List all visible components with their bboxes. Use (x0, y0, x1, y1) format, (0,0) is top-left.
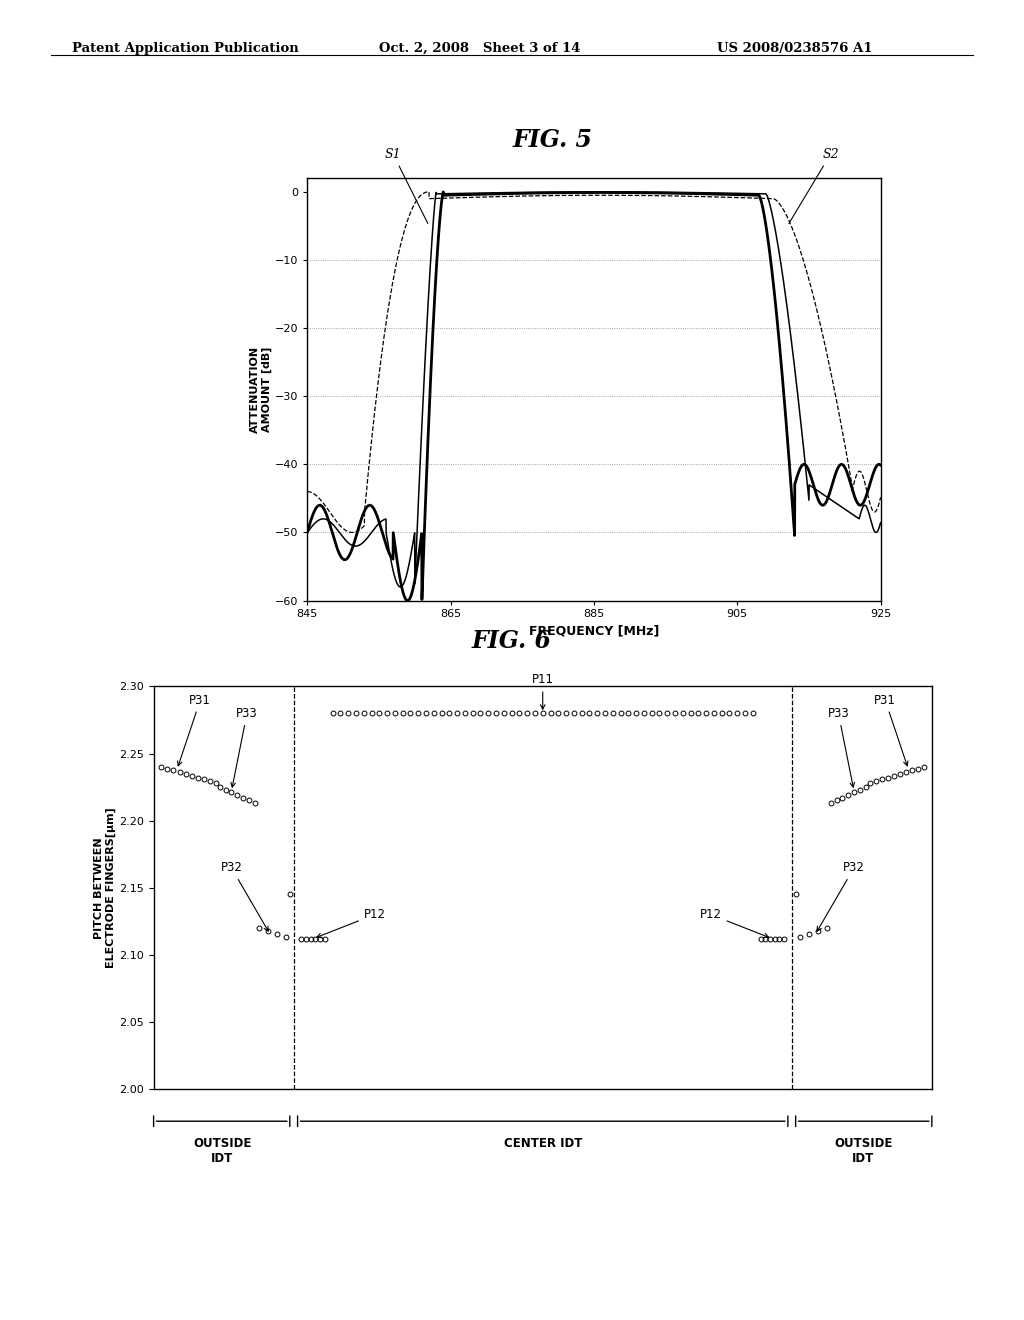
Text: OUTSIDE
IDT: OUTSIDE IDT (835, 1138, 893, 1166)
X-axis label: FREQUENCY [MHz]: FREQUENCY [MHz] (528, 624, 659, 638)
Text: US 2008/0238576 A1: US 2008/0238576 A1 (717, 42, 872, 55)
Text: Oct. 2, 2008   Sheet 3 of 14: Oct. 2, 2008 Sheet 3 of 14 (379, 42, 581, 55)
Text: P33: P33 (230, 708, 258, 787)
Text: P33: P33 (827, 708, 855, 787)
Y-axis label: ATTENUATION
AMOUNT [dB]: ATTENUATION AMOUNT [dB] (250, 346, 272, 433)
Text: P12: P12 (699, 908, 769, 937)
Text: FIG. 6: FIG. 6 (472, 630, 552, 653)
Text: S2: S2 (788, 148, 839, 223)
Text: P31: P31 (177, 693, 211, 766)
Y-axis label: PITCH BETWEEN
ELECTRODE FINGERS[μm]: PITCH BETWEEN ELECTRODE FINGERS[μm] (94, 808, 117, 968)
Text: P32: P32 (817, 861, 865, 931)
Text: P32: P32 (220, 861, 268, 931)
Text: Patent Application Publication: Patent Application Publication (72, 42, 298, 55)
Text: P12: P12 (316, 908, 386, 937)
Text: S1: S1 (385, 148, 428, 223)
Text: P11: P11 (531, 673, 554, 709)
Text: FIG. 5: FIG. 5 (513, 128, 593, 152)
Text: P31: P31 (874, 693, 908, 766)
Text: CENTER IDT: CENTER IDT (504, 1138, 582, 1150)
Text: OUTSIDE
IDT: OUTSIDE IDT (193, 1138, 251, 1166)
